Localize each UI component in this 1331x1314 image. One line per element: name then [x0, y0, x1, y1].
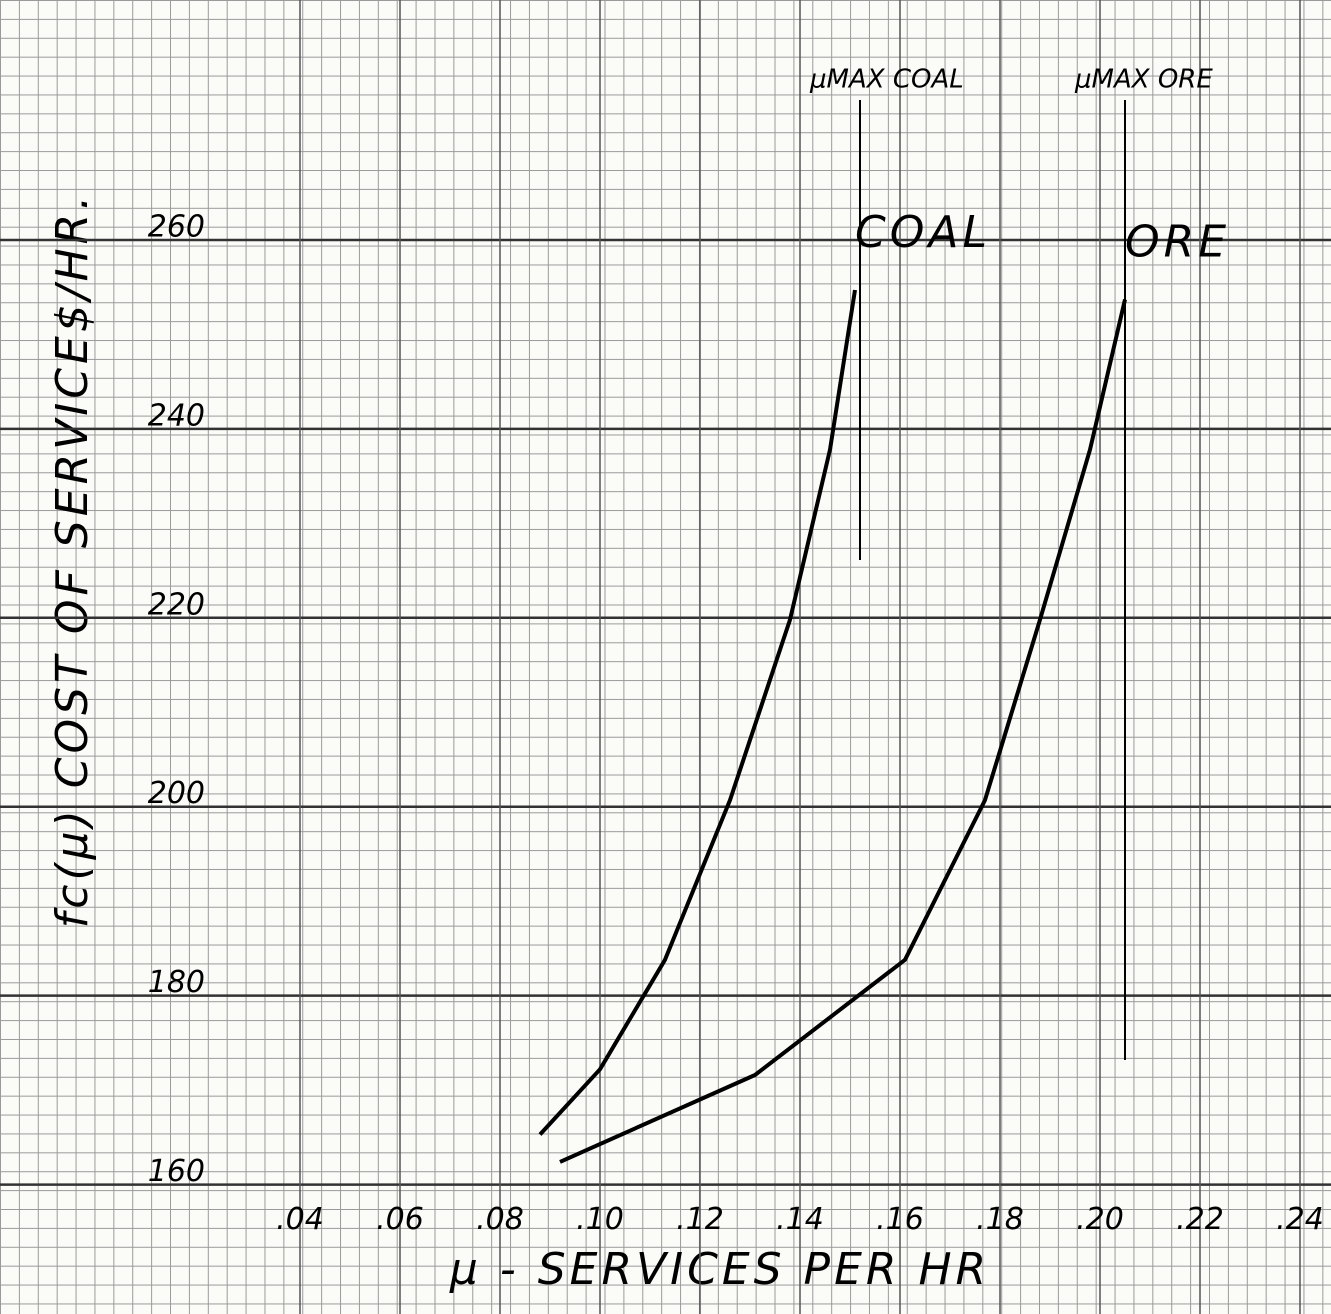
x-tick-label: .08 [476, 1202, 524, 1237]
series-label: COAL [855, 207, 991, 258]
y-axis-label: fc(μ) COST OF SERVICE$/HR. [47, 192, 98, 928]
series-line [540, 290, 855, 1135]
x-tick-label: .20 [1076, 1202, 1124, 1237]
y-tick-label: 260 [148, 209, 205, 244]
y-tick-label: 180 [148, 965, 205, 1000]
annotation: μMAX COAL [809, 65, 964, 95]
series-label: ORE [1125, 216, 1230, 267]
annotation: μMAX ORE [1074, 65, 1213, 95]
x-tick-label: .24 [1276, 1202, 1324, 1237]
x-axis-label: μ - SERVICES PER HR [449, 1244, 990, 1295]
x-tick-label: .22 [1176, 1202, 1224, 1237]
y-tick-label: 160 [148, 1154, 205, 1189]
y-tick-label: 220 [148, 587, 205, 622]
x-tick-label: .18 [976, 1202, 1024, 1237]
y-tick-label: 200 [148, 776, 205, 811]
x-tick-label: .04 [276, 1202, 324, 1237]
x-tick-label: .06 [376, 1202, 424, 1237]
x-tick-label: .10 [576, 1202, 624, 1237]
y-tick-label: 240 [148, 398, 205, 433]
x-tick-label: .16 [876, 1202, 924, 1237]
chart: μ - SERVICES PER HR fc(μ) COST OF SERVIC… [0, 0, 1331, 1314]
x-tick-label: .12 [676, 1202, 724, 1237]
x-tick-label: .14 [776, 1202, 824, 1237]
